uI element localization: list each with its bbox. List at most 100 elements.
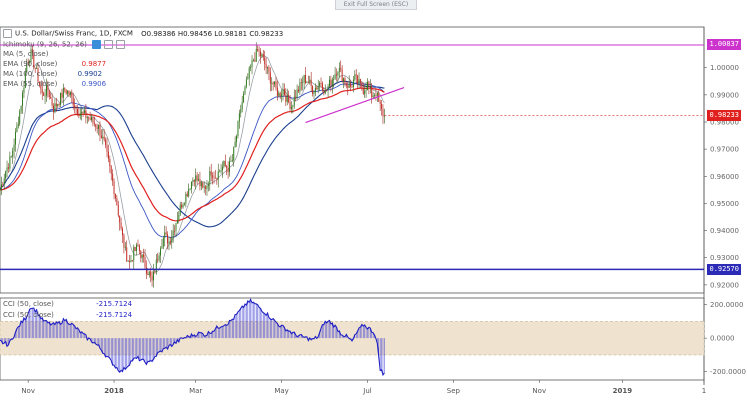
candle-body [210, 171, 212, 176]
candle-body [233, 147, 235, 161]
candle-body [241, 102, 243, 110]
exit-full-screen-button[interactable]: Exit Full Screen (ESC) [335, 0, 417, 10]
candle-body [283, 89, 285, 96]
close-icon[interactable] [116, 40, 126, 49]
candle-body [58, 103, 60, 105]
candle-body [293, 96, 295, 106]
candle-body [355, 74, 357, 76]
candle-body [113, 181, 115, 195]
cci-legend-0[interactable]: CCI (50, close) -215.7124 [3, 300, 132, 309]
indicator-legend-1[interactable]: MA (5, close) [3, 50, 48, 59]
candle-body [334, 74, 336, 79]
candle-body [203, 186, 205, 188]
candle-body [88, 117, 90, 119]
candle-body [279, 92, 281, 97]
symbol-title[interactable]: U.S. Dollar/Swiss Franc, 1D, FXCM [15, 29, 133, 38]
candle-body [109, 158, 111, 167]
candle-body [64, 87, 66, 90]
candle-body [99, 124, 101, 136]
cci-legend-1[interactable]: CCI (50, close) -215.7124 [3, 311, 132, 320]
candle-body [48, 90, 50, 98]
candle-body [361, 82, 363, 89]
indicator-label: MA (100, close) [3, 70, 58, 78]
cci-label: CCI (50, close) [3, 300, 54, 308]
candle-body [379, 101, 381, 104]
candle-body [145, 267, 147, 274]
candle-body [72, 96, 74, 106]
candle-body [237, 121, 239, 137]
candle-body [354, 74, 356, 80]
candle-body [60, 92, 62, 105]
candle-body [68, 91, 70, 95]
candle-body [324, 89, 326, 94]
candle-body [310, 79, 312, 86]
candle-body [54, 103, 56, 113]
candle-body [160, 248, 162, 256]
candle-body [278, 92, 280, 96]
candle-body [213, 177, 215, 179]
candle-body [199, 179, 201, 187]
price-tick-label: 0.93000 [710, 254, 739, 262]
candle-body [231, 160, 233, 161]
settings-icon[interactable] [104, 40, 114, 49]
candle-body [251, 60, 253, 68]
candle-body [117, 204, 119, 216]
candle-body [262, 54, 264, 58]
indicator-legend-0[interactable]: Ichimoku (9, 26, 52, 26) [3, 40, 126, 50]
candle-body [357, 75, 359, 84]
time-tick-label: 2019 [613, 387, 633, 395]
candle-body [365, 89, 367, 91]
time-tick-label: Mar [189, 387, 202, 395]
candle-body [53, 105, 55, 113]
candle-body [282, 89, 284, 95]
candle-body [123, 235, 125, 248]
candle-body [19, 111, 21, 124]
candle-body [61, 92, 63, 98]
candle-body [219, 171, 221, 173]
candle-body [369, 86, 371, 87]
candle-body [214, 177, 216, 179]
candle-body [264, 57, 266, 65]
indicator-legend-4[interactable]: EMA (55, close) 0.9906 [3, 80, 106, 89]
candle-body [161, 246, 163, 249]
candle-body [220, 170, 222, 172]
candle-body [331, 79, 333, 86]
price-tick-label: 0.96000 [710, 173, 739, 181]
candle-body [198, 179, 200, 181]
candle-body [374, 94, 376, 96]
candle-body [129, 261, 131, 263]
candle-body [288, 95, 290, 102]
ema90-line [0, 87, 385, 222]
indicator-legend-2[interactable]: EMA (90, close) 0.9877 [3, 60, 106, 69]
candle-body [306, 82, 308, 83]
visibility-icon[interactable] [92, 40, 102, 49]
candle-body [350, 83, 352, 87]
candle-body [0, 184, 2, 190]
indicator-legend-3[interactable]: MA (100, close) 0.9902 [3, 70, 102, 79]
candle-body [155, 259, 157, 273]
candle-body [30, 49, 32, 62]
candle-body [120, 222, 122, 229]
candle-body [309, 79, 311, 83]
candle-body [371, 86, 373, 98]
collapse-icon[interactable] [3, 29, 12, 38]
candle-body [223, 161, 225, 167]
candle-body [27, 62, 29, 64]
cci-band [0, 321, 705, 356]
price-tag-lower-line: 0.92570 [707, 263, 741, 275]
candle-body [12, 150, 14, 157]
candle-body [258, 50, 260, 52]
candle-body [368, 81, 370, 87]
price-tag-last-close: 0.98233 [707, 110, 741, 122]
candle-body [358, 79, 360, 84]
candle-body [337, 71, 339, 76]
candle-body [55, 103, 57, 106]
candle-body [336, 74, 338, 76]
candle-body [105, 139, 107, 145]
candle-body [240, 109, 242, 114]
time-tick-label: Sep [447, 387, 461, 395]
candle-body [303, 74, 305, 83]
candle-body [265, 64, 267, 69]
candle-body [382, 108, 384, 117]
